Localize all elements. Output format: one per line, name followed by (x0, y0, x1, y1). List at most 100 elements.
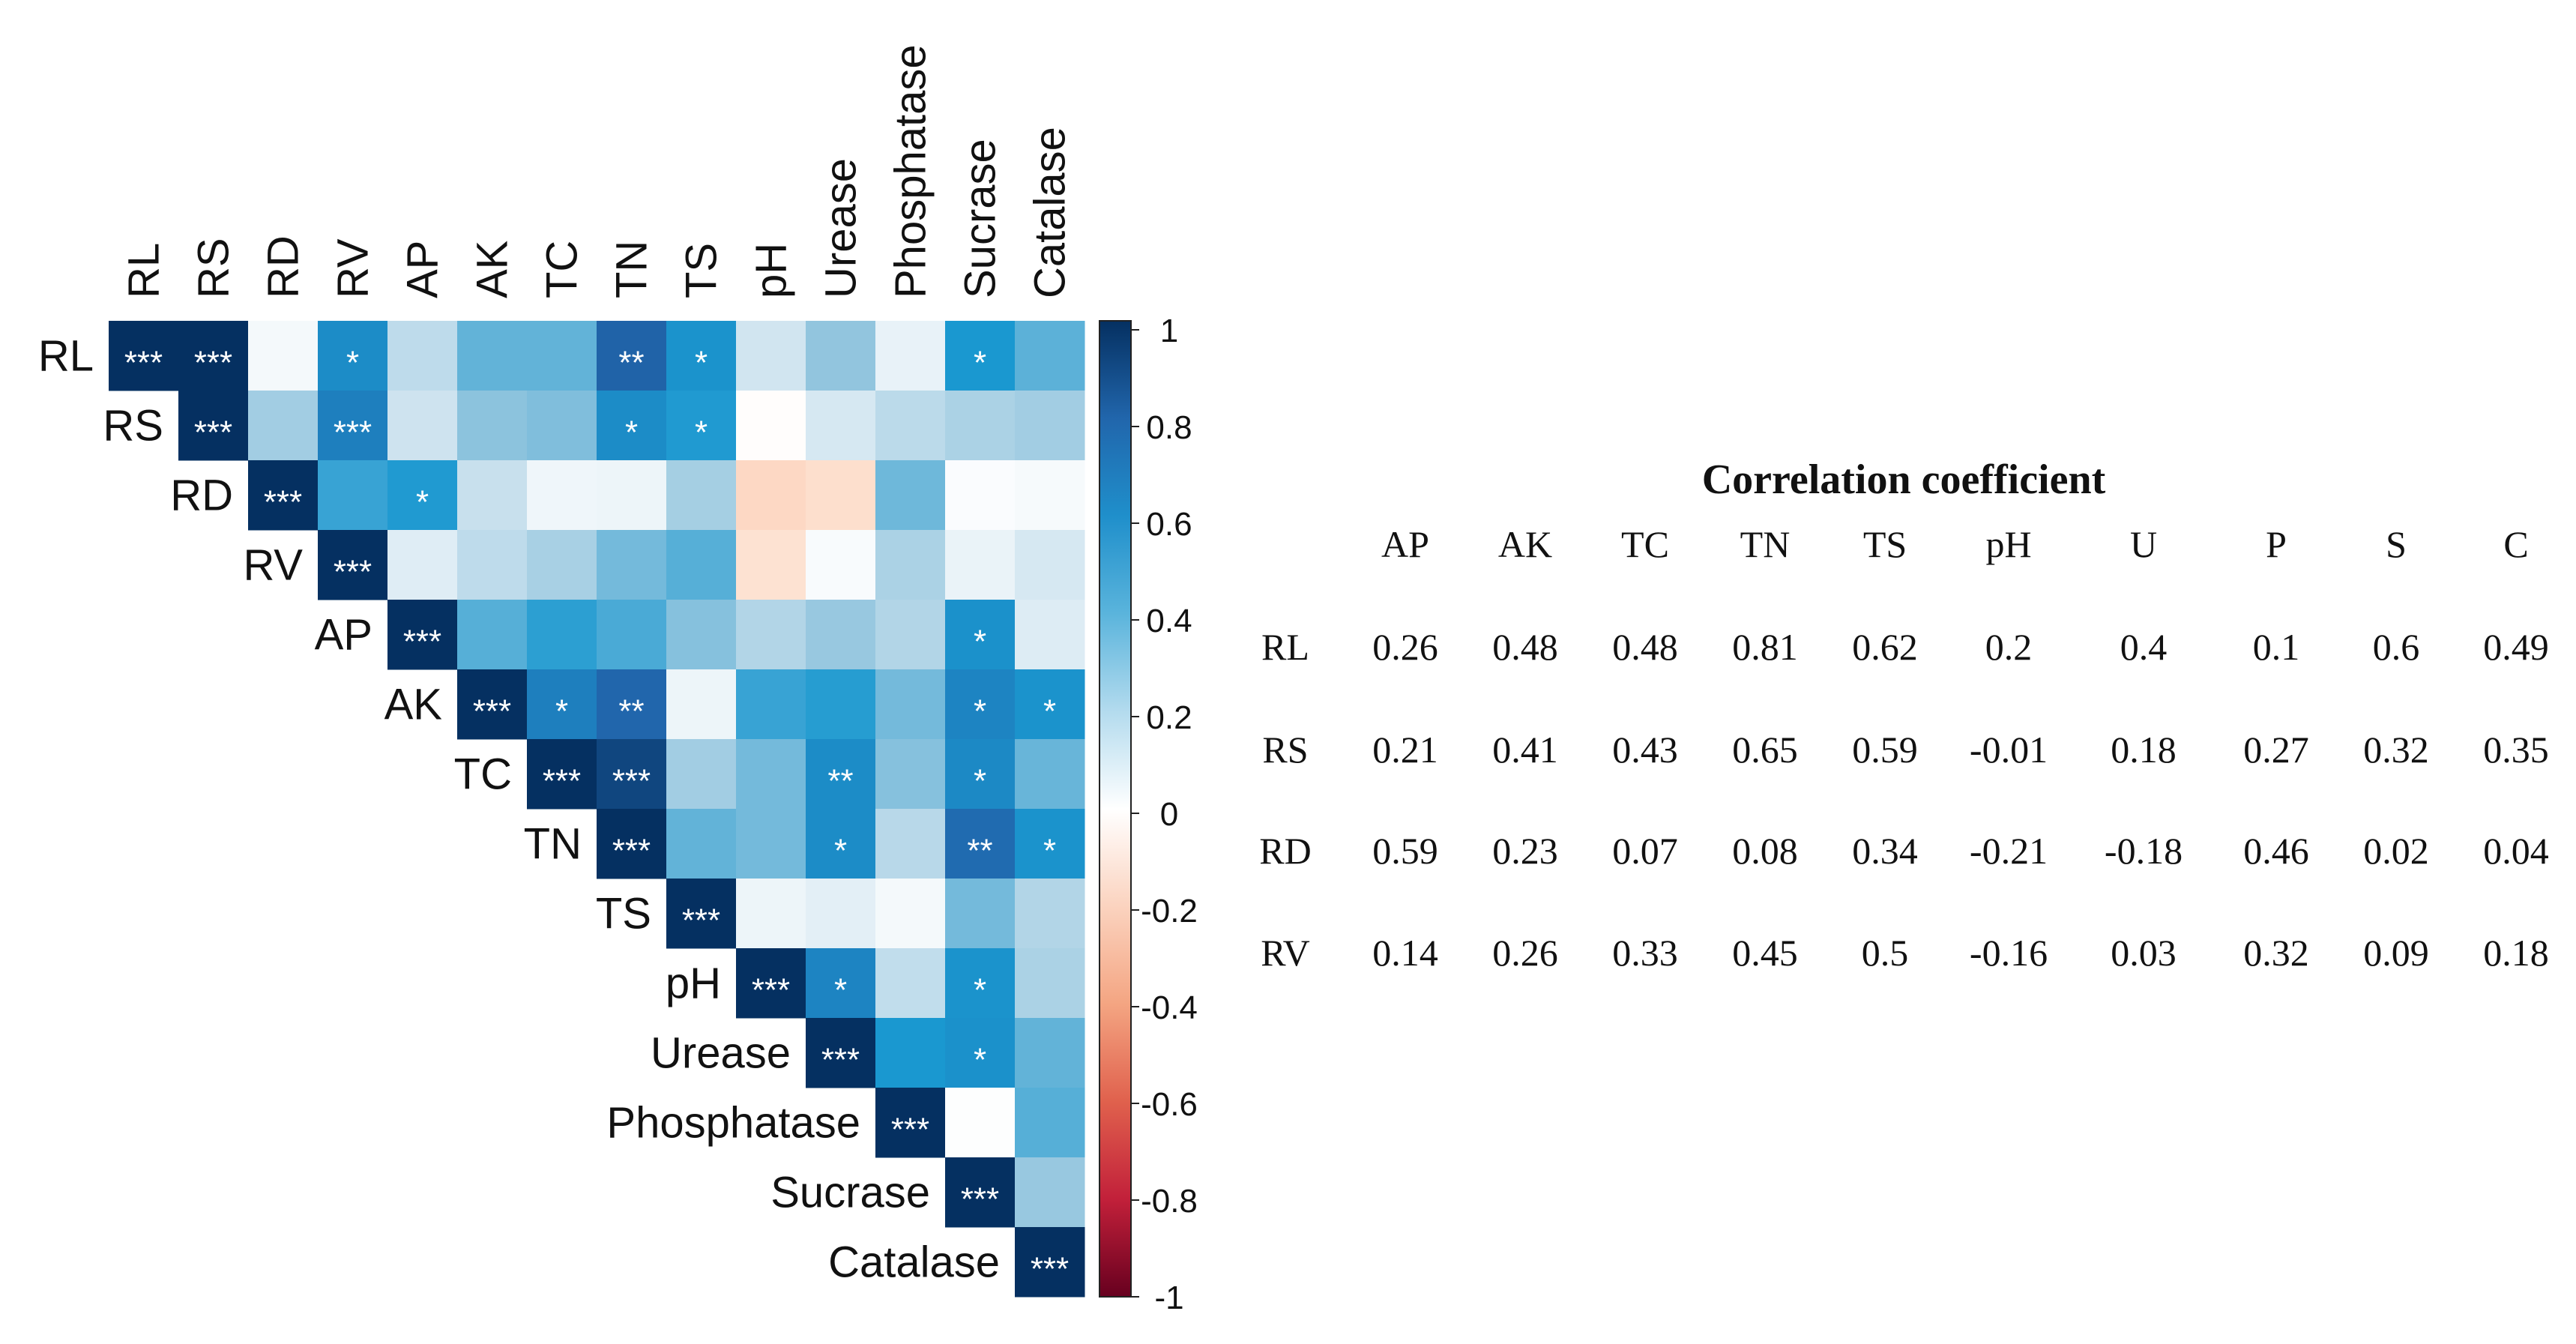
significance-marker-TC-TN: *** (612, 763, 651, 800)
heatmap-cell-TC-TC (527, 739, 597, 810)
colorbar-tick-label: -0.4 (1141, 989, 1198, 1026)
heatmap-cell-TS-Sucrase (945, 879, 1016, 949)
heatmap-cell-AP-Urease (806, 600, 876, 670)
table-cell-rs-c: 0.35 (2483, 729, 2549, 771)
heatmap-cell-AP-pH (736, 600, 806, 670)
heatmap-cell-AP-AP (387, 600, 458, 670)
heatmap-cell-pH-Catalase (1015, 948, 1085, 1019)
row-label-tn: TN (524, 820, 582, 869)
significance-marker-TC-Urease: ** (827, 763, 853, 800)
table-cell-rv-u: 0.03 (2111, 932, 2177, 974)
column-label-urease: Urease (817, 158, 866, 298)
table-cell-rd-tc: 0.07 (1612, 830, 1678, 872)
heatmap-cell-RS-Sucrase (945, 391, 1016, 461)
colorbar-tick-label: -0.6 (1141, 1086, 1198, 1123)
table-title: Correlation coefficient (1702, 456, 2106, 503)
table-cell-rd-ak: 0.23 (1492, 830, 1558, 872)
heatmap-cell-RL-TS (666, 321, 737, 391)
column-label-rd: RD (259, 235, 308, 298)
heatmap-cell-TC-pH (736, 739, 806, 810)
heatmap-cell-Phosphatase-Sucrase (945, 1088, 1016, 1158)
table-cell-rv-s: 0.09 (2363, 932, 2429, 974)
significance-marker-AK-TN: ** (618, 693, 644, 730)
heatmap-cell-Phosphatase-Phosphatase (875, 1088, 946, 1158)
heatmap-cell-RL-Sucrase (945, 321, 1016, 391)
heatmap-cell-RS-RD (248, 391, 319, 461)
heatmap-cell-AP-TN (597, 600, 667, 670)
significance-marker-RS-TN: * (625, 415, 638, 451)
table-row-label-rd: RD (1259, 830, 1311, 872)
heatmap-cell-TC-Catalase (1015, 739, 1085, 810)
heatmap-cell-RL-Phosphatase (875, 321, 946, 391)
heatmap-cell-TS-Phosphatase (875, 879, 946, 949)
heatmap-cell-RV-Catalase (1015, 530, 1085, 600)
table-row-label-rv: RV (1261, 932, 1309, 974)
significance-marker-RL-RS: *** (194, 345, 232, 382)
row-label-catalase: Catalase (828, 1238, 1000, 1287)
heatmap-cell-RL-RL (109, 321, 179, 391)
table-header-c: C (2503, 523, 2528, 565)
heatmap-cell-TN-Sucrase (945, 809, 1016, 879)
row-label-urease: Urease (651, 1029, 791, 1078)
significance-marker-Urease-Sucrase: * (974, 1042, 986, 1079)
table-header-ph: pH (1985, 523, 2031, 565)
heatmap-cell-RD-AK (457, 460, 528, 531)
table-cell-rv-p: 0.32 (2243, 932, 2309, 974)
heatmap-cell-TS-Urease (806, 879, 876, 949)
table-cell-rs-ts: 0.59 (1852, 729, 1918, 771)
table-cell-rd-s: 0.02 (2363, 830, 2429, 872)
heatmap-cell-AK-Catalase (1015, 669, 1085, 740)
heatmap-cell-Urease-Sucrase (945, 1018, 1016, 1088)
row-label-ts: TS (596, 890, 651, 938)
table-cell-rd-c: 0.04 (2483, 830, 2549, 872)
heatmap-cell-AK-TN (597, 669, 667, 740)
row-label-sucrase: Sucrase (770, 1169, 930, 1217)
table-cell-rs-s: 0.32 (2363, 729, 2429, 771)
significance-marker-RL-TS: * (695, 345, 708, 382)
column-label-tn: TN (608, 241, 657, 298)
heatmap-cell-RV-Sucrase (945, 530, 1016, 600)
correlation-table: Correlation coefficient AP AK TC TN TS pH U P S C… (1259, 456, 2548, 974)
table-cell-rl-tn: 0.81 (1732, 626, 1798, 668)
table-cell-rs-p: 0.27 (2243, 729, 2309, 771)
table-cell-rd-ap: 0.59 (1372, 830, 1438, 872)
row-label-ph: pH (666, 959, 721, 1008)
heatmap-cell-pH-Sucrase (945, 948, 1016, 1019)
heatmap-cell-RS-AK (457, 391, 528, 461)
heatmap-cell-TN-pH (736, 809, 806, 879)
table-cell-rv-ph: -0.16 (1970, 932, 2048, 974)
column-label-rv: RV (329, 238, 378, 298)
heatmap-cell-TN-Urease (806, 809, 876, 879)
heatmap-cell-AP-Catalase (1015, 600, 1085, 670)
table-cell-rs-tc: 0.43 (1612, 729, 1678, 771)
heatmap-cell-AK-Sucrase (945, 669, 1016, 740)
heatmap-cell-RV-TN (597, 530, 667, 600)
heatmap-cell-RD-Urease (806, 460, 876, 531)
table-header-u: U (2130, 523, 2157, 565)
significance-marker-TS-TS: *** (682, 902, 720, 939)
table-header-ap: AP (1381, 523, 1429, 565)
colorbar-tick-label: -0.2 (1141, 893, 1198, 929)
heatmap-cell-Urease-Catalase (1015, 1018, 1085, 1088)
heatmap-cell-TC-Phosphatase (875, 739, 946, 810)
heatmap-cell-pH-Urease (806, 948, 876, 1019)
heatmap-cell-RS-TC (527, 391, 597, 461)
heatmap-cell-RD-TS (666, 460, 737, 531)
heatmap-cell-AK-pH (736, 669, 806, 740)
heatmap-cell-RV-TS (666, 530, 737, 600)
heatmap-cell-RD-AP (387, 460, 458, 531)
column-label-phosphatase: Phosphatase (887, 44, 935, 298)
table-cell-rv-c: 0.18 (2483, 932, 2549, 974)
table-cell-rv-ap: 0.14 (1372, 932, 1438, 974)
significance-marker-RL-RV: * (346, 345, 359, 382)
colorbar-tick-label: 0.2 (1146, 699, 1192, 736)
significance-marker-RS-RV: *** (334, 415, 372, 451)
heatmap-cell-AK-TC (527, 669, 597, 740)
heatmap-cell-RD-TC (527, 460, 597, 531)
heatmap-cell-AP-TC (527, 600, 597, 670)
heatmap-cell-TC-TN (597, 739, 667, 810)
heatmap-cell-RL-RV (318, 321, 388, 391)
table-cell-rl-u: 0.4 (2120, 626, 2168, 668)
heatmap-cells: *** *** * ** * **** *** * **** ******* **** * ** * ***… (109, 321, 1085, 1298)
heatmap-cell-pH-pH (736, 948, 806, 1019)
